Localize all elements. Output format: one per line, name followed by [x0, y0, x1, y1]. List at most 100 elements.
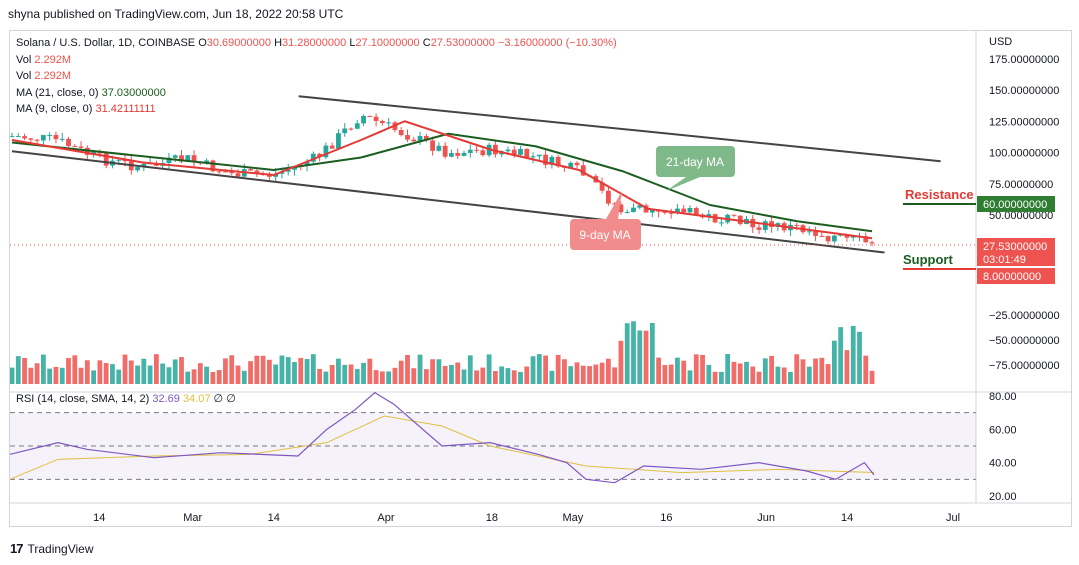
volume-bar: [22, 357, 27, 384]
volume-bar: [91, 370, 97, 384]
candle-body: [40, 135, 46, 141]
volume-bar: [392, 367, 398, 384]
resistance-price-tag-text: 60.00000000: [983, 199, 1047, 211]
volume-bar: [411, 368, 417, 384]
volume-bar: [342, 364, 348, 384]
candle-body: [731, 214, 737, 216]
time-axis-label: 14: [93, 512, 105, 524]
volume-bar: [204, 366, 210, 384]
rsi-extra-2: ∅: [226, 393, 236, 405]
chart-frame[interactable]: USD 175.00000000 150.00000000 125.00000000 1…: [9, 30, 1072, 527]
volume-bar: [781, 367, 787, 384]
volume-bar: [323, 371, 329, 384]
candle-body: [398, 130, 404, 136]
low-label: L: [349, 37, 356, 49]
volume-bar: [562, 359, 567, 384]
candle-body: [474, 149, 479, 151]
ma9-callout-label: 9-day MA: [579, 228, 630, 242]
open-value: 30.69000000: [206, 37, 271, 49]
candle-body: [185, 155, 191, 162]
candle-body: [844, 234, 850, 238]
candle-body: [210, 160, 216, 172]
brand-name: TradingView: [27, 541, 94, 556]
volume-bar: [668, 364, 674, 384]
candle-body: [348, 128, 354, 130]
candle-body: [794, 224, 800, 226]
candle-body: [819, 235, 825, 237]
candle-body: [568, 162, 574, 168]
price-tick-label: 125.00000000: [989, 116, 1059, 128]
candle-body: [47, 134, 53, 136]
volume-bar: [593, 364, 599, 384]
volume-bar: [524, 366, 530, 384]
support-annotation: Support: [903, 252, 953, 267]
volume-bar: [587, 366, 592, 384]
high-value: 31.28000000: [282, 37, 347, 49]
time-axis-label: Jul: [946, 512, 960, 524]
candle-body: [831, 235, 837, 242]
volume-bar: [631, 321, 636, 384]
volume-bar: [869, 370, 875, 384]
volume-bar: [103, 363, 109, 384]
vol2-label: Vol: [16, 70, 32, 82]
time-axis-label: Apr: [377, 512, 394, 524]
volume-bar: [580, 365, 586, 384]
candle-body: [436, 145, 442, 151]
close-label: C: [422, 37, 431, 49]
volume-bar: [78, 367, 84, 384]
volume-bar: [40, 354, 46, 384]
candle-body: [116, 159, 122, 161]
candle-body: [10, 136, 15, 138]
volume-bar: [122, 354, 128, 384]
candle-body: [367, 115, 373, 117]
ma9-value: 31.42111111: [95, 103, 156, 115]
time-axis-label: 18: [486, 512, 498, 524]
volume-bar: [191, 369, 197, 384]
volume-bar: [838, 327, 844, 384]
volume-bar: [197, 363, 203, 384]
volume-bar: [216, 370, 222, 384]
candle-body: [756, 227, 762, 230]
last-price-tag-text: 03:01:49: [983, 254, 1026, 266]
volume-bar: [461, 369, 467, 384]
volume-bar: [744, 361, 749, 384]
volume-bar: [72, 355, 78, 384]
volume-bar: [128, 360, 134, 384]
candle-body: [524, 148, 530, 158]
volume-bar: [712, 371, 718, 384]
volume-bar: [279, 355, 285, 384]
volume-bar: [172, 359, 178, 384]
volume-bar: [179, 357, 184, 384]
candle-body: [762, 221, 768, 230]
volume-bar: [166, 367, 172, 384]
volume-bar: [725, 354, 731, 384]
high-label: H: [274, 37, 283, 49]
candle-body: [191, 155, 197, 162]
candle-body: [461, 152, 467, 156]
rsi-legend: RSI (14, close, SMA, 14, 2) 32.69 34.07 …: [16, 392, 236, 405]
volume-bar: [141, 358, 147, 384]
candle-body: [405, 135, 410, 140]
price-tick-label: −25.00000000: [989, 310, 1060, 322]
volume-bar: [449, 364, 454, 384]
price-tick-label: 150.00000000: [989, 85, 1059, 97]
volume-bar: [116, 369, 122, 384]
volume-bar: [442, 365, 448, 384]
volume-bar: [806, 366, 812, 384]
candle-body: [455, 152, 461, 156]
candle-body: [34, 139, 40, 141]
volume-bar: [229, 355, 235, 384]
volume-bar: [850, 325, 856, 384]
volume-bar: [248, 361, 253, 384]
chart-legend: Solana / U.S. Dollar, 1D, COINBASE O30.6…: [16, 35, 617, 118]
time-axis-label: 14: [268, 512, 280, 524]
close-value: 27.53000000: [430, 37, 495, 49]
volume-bar: [706, 364, 712, 384]
volume-bar: [687, 370, 693, 384]
price-tick-label: 100.00000000: [989, 148, 1059, 160]
volume-bar: [857, 331, 862, 384]
volume-bar: [310, 354, 316, 384]
volume-bar: [241, 370, 247, 384]
volume-bar: [15, 356, 21, 384]
volume-bar: [430, 359, 436, 384]
